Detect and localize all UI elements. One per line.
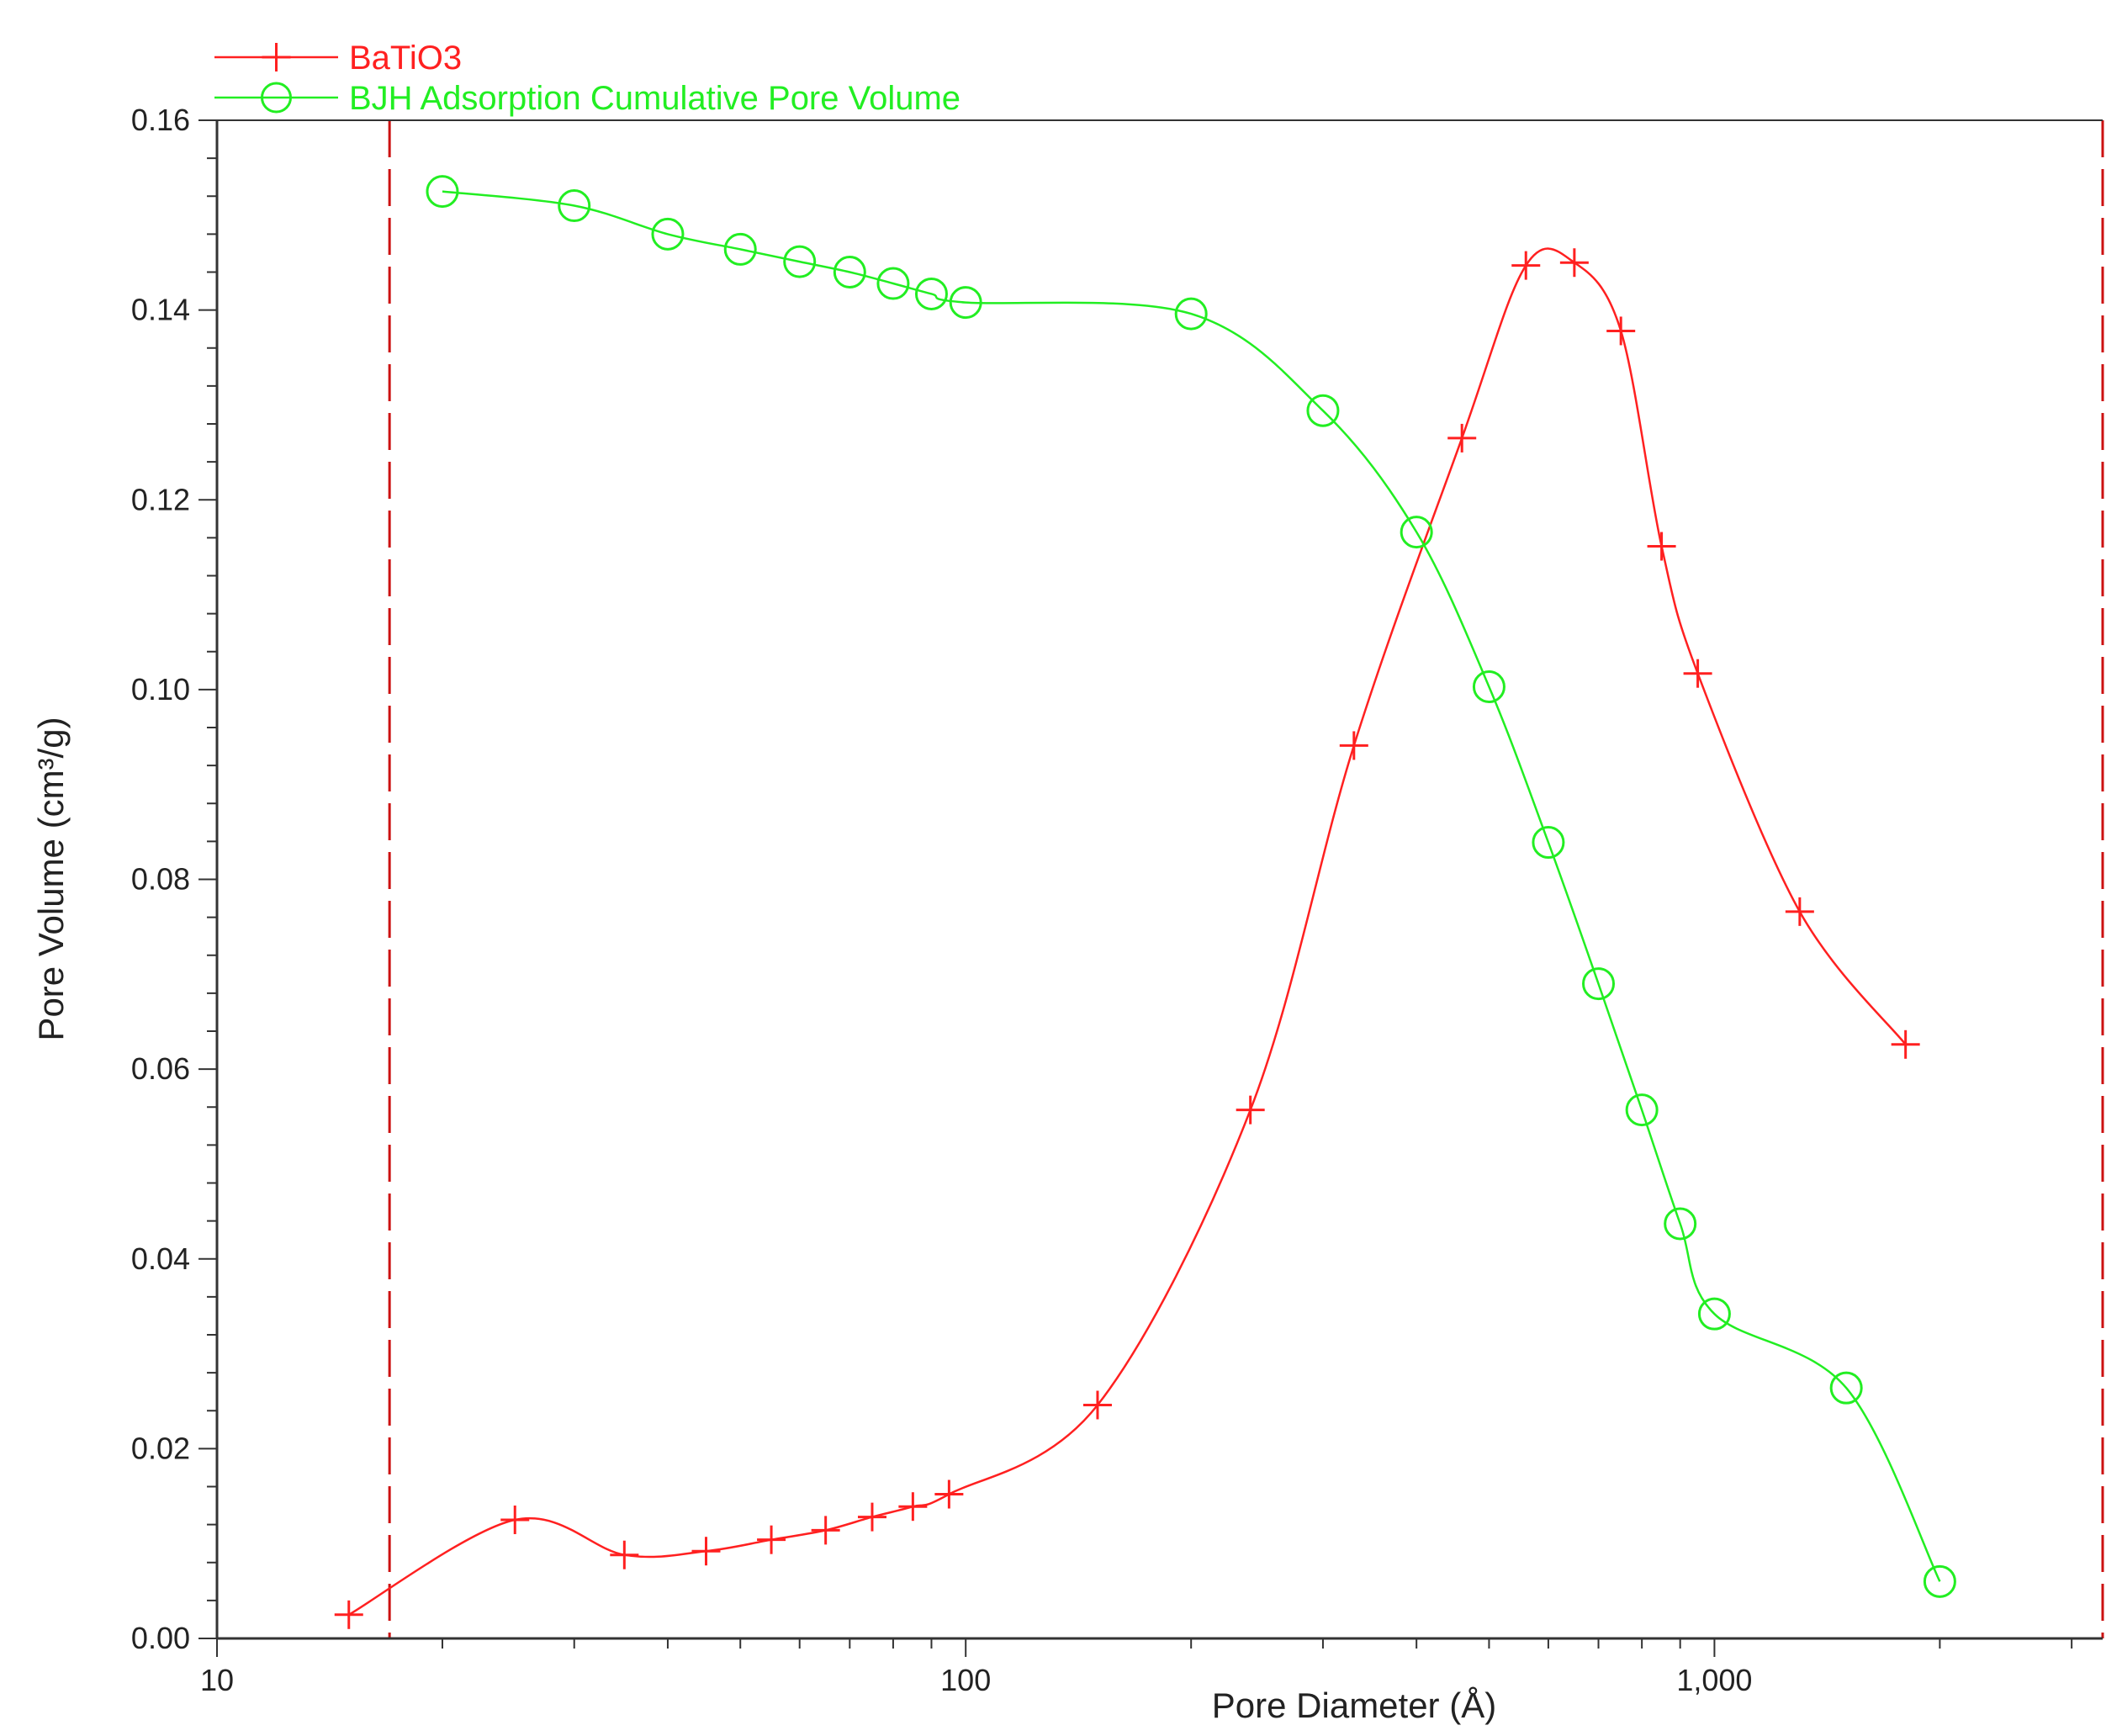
batio3-data-point — [1559, 248, 1589, 278]
axes: 0.00 0.02 0.04 0.06 0.08 0.10 0.12 0.14 0.16 10 10… — [131, 103, 2103, 1697]
bjh-data-point — [1625, 1093, 1659, 1127]
bjh-data-point — [1582, 967, 1616, 1001]
x-tick-label: 10 — [200, 1663, 234, 1697]
batio3-data-point — [1339, 731, 1368, 760]
bjh-data-point — [876, 267, 910, 300]
y-tick-label: 0.04 — [131, 1241, 190, 1276]
y-tick-label: 0.08 — [131, 862, 190, 897]
batio3-data-point — [1447, 423, 1477, 453]
x-axis-title: Pore Diameter (Å) — [1212, 1686, 1496, 1725]
batio3-data-point — [334, 1600, 363, 1629]
bjh-cumulative-series-line — [442, 190, 1941, 1582]
bjh-data-point — [723, 232, 757, 266]
y-axis-title: Pore Volume (cm³/g) — [31, 717, 71, 1040]
batio3-data-point — [691, 1537, 721, 1566]
y-tick-label: 0.02 — [131, 1431, 190, 1465]
bjh-data-point — [651, 217, 685, 251]
batio3-data-point — [1511, 251, 1541, 280]
y-tick-label: 0.12 — [131, 482, 190, 516]
x-tick-label: 100 — [940, 1663, 991, 1697]
batio3-data-point — [1785, 897, 1814, 926]
y-tick-label: 0.10 — [131, 672, 190, 707]
x-tick-label: 1,000 — [1676, 1663, 1752, 1697]
batio3-data-point — [610, 1540, 639, 1569]
bjh-data-point — [1923, 1564, 1956, 1598]
batio3-data-point — [1606, 316, 1636, 346]
bjh-data-point — [426, 175, 459, 209]
legend-label: BJH Adsorption Cumulative Pore Volume — [349, 80, 960, 117]
batio3-data-point — [898, 1492, 928, 1522]
batio3-data-point — [757, 1525, 786, 1554]
reference-lines — [388, 120, 2104, 1638]
bjh-data-point — [1400, 516, 1433, 549]
bjh-data-point — [833, 256, 866, 288]
batio3-data-point — [857, 1502, 886, 1532]
batio3-data-point — [1082, 1390, 1112, 1420]
legend-entry: BJH Adsorption Cumulative Pore Volume — [214, 80, 960, 117]
bjh-data-point — [1174, 297, 1208, 331]
y-tick-label: 0.00 — [131, 1621, 190, 1655]
batio3-data-point — [1647, 532, 1676, 561]
bjh-data-point — [914, 277, 948, 310]
bjh-data-point — [949, 286, 982, 320]
bjh-data-point — [558, 189, 591, 223]
batio3-data-point — [811, 1516, 840, 1545]
bjh-data-point — [1306, 394, 1340, 427]
series-curves — [348, 190, 1941, 1616]
bjh-data-point — [1697, 1297, 1731, 1331]
bjh-data-point — [1829, 1371, 1863, 1405]
plot-area — [217, 120, 2103, 1638]
batio3-series-line — [348, 247, 1907, 1616]
batio3-data-point — [500, 1505, 530, 1534]
legend-circle-marker — [261, 82, 292, 114]
series-markers — [334, 175, 1956, 1629]
bjh-data-point — [1532, 826, 1565, 860]
bjh-data-point — [783, 245, 817, 278]
batio3-data-point — [934, 1479, 964, 1509]
legend-label: BaTiO3 — [349, 40, 462, 77]
y-tick-label: 0.06 — [131, 1051, 190, 1086]
y-tick-label: 0.16 — [131, 103, 190, 137]
y-tick-label: 0.14 — [131, 293, 190, 327]
batio3-data-point — [1891, 1029, 1920, 1059]
legend-entry: BaTiO3 — [214, 40, 462, 77]
bjh-data-point — [1664, 1207, 1697, 1241]
batio3-data-point — [1683, 659, 1712, 688]
bjh-data-point — [1472, 670, 1506, 703]
batio3-data-point — [1236, 1095, 1265, 1125]
